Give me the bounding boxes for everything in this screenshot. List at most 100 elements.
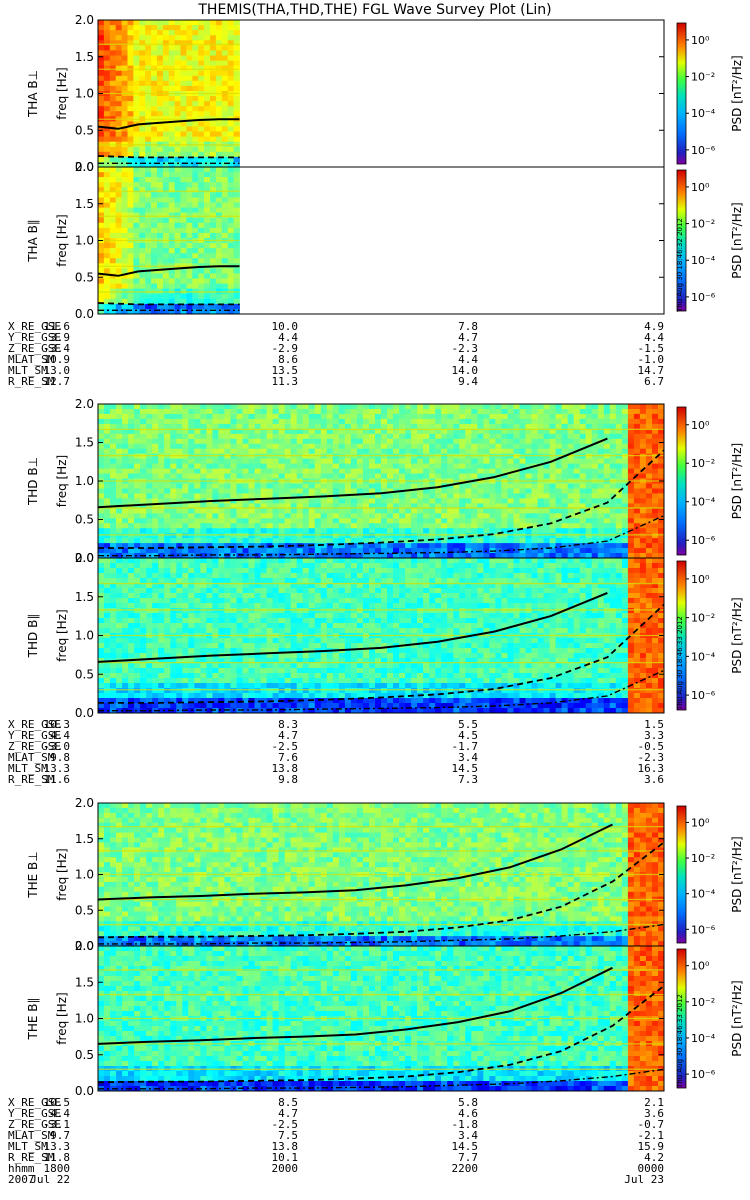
spectrogram-cell <box>140 608 147 614</box>
spectrogram-cell <box>192 131 199 137</box>
spectrogram-cell <box>98 573 105 579</box>
spectrogram-cell <box>435 533 442 539</box>
spectrogram-cell <box>162 151 170 158</box>
spectrogram-cell <box>381 538 388 544</box>
spectrogram-cell <box>332 543 340 549</box>
spectrogram-cell <box>210 136 217 143</box>
spectrogram-cell <box>198 40 205 46</box>
spectrogram-cell <box>200 513 207 519</box>
spectrogram-cell <box>182 663 189 669</box>
spectrogram-cell <box>162 101 170 107</box>
spectrogram-cell <box>122 578 129 584</box>
spectrogram-cell <box>248 498 255 504</box>
spectrogram-cell <box>233 303 240 310</box>
spectrogram-cell <box>519 528 526 534</box>
spectrogram-cell <box>140 528 147 534</box>
spectrogram-cell <box>139 217 146 224</box>
spectrogram-cell <box>164 598 171 604</box>
spectrogram-cell <box>326 488 334 494</box>
spectrogram-cell <box>110 438 117 445</box>
spectrogram-cell <box>233 136 240 143</box>
spectrogram-cell <box>621 458 629 464</box>
spectrogram-cell <box>146 453 153 460</box>
spectrogram-cell <box>164 523 171 529</box>
spectrogram-cell <box>192 161 199 168</box>
spectrogram-cell <box>146 548 153 554</box>
spectrogram-cell <box>627 493 635 499</box>
spectrogram-cell <box>308 498 316 504</box>
spectrogram-cell <box>609 523 617 529</box>
spectrogram-cell <box>453 498 460 504</box>
spectrogram-cell <box>170 503 177 509</box>
spectrogram-cell <box>447 493 454 499</box>
spectrogram-cell <box>133 85 140 92</box>
spectrogram-cell <box>174 161 181 168</box>
spectrogram-cell <box>375 473 382 479</box>
spectrogram-cell <box>227 303 234 310</box>
spectrogram-cell <box>332 404 340 410</box>
spectrogram-cell <box>573 438 581 445</box>
spectrogram-cell <box>236 513 243 519</box>
spectrogram-cell <box>531 413 538 420</box>
spectrogram-cell <box>104 404 111 410</box>
spectrogram-cell <box>204 227 211 234</box>
spectrogram-cell <box>555 488 562 494</box>
spectrogram-cell <box>633 548 641 554</box>
spectrogram-cell <box>182 428 189 435</box>
spectrogram-cell <box>356 433 364 440</box>
spectrogram-cell <box>128 698 135 704</box>
spectrogram-cell <box>230 503 237 509</box>
spectrogram-cell <box>221 131 229 137</box>
spectrogram-cell <box>116 703 123 709</box>
spectrogram-cell <box>151 283 158 290</box>
spectrogram-cell <box>248 483 255 489</box>
spectrogram-cell <box>633 463 641 469</box>
spectrogram-cell <box>411 538 418 544</box>
spectrogram-cell <box>495 513 502 519</box>
spectrogram-cell <box>441 448 448 455</box>
spectrogram-cell <box>320 483 328 489</box>
spectrogram-cell <box>170 608 177 614</box>
spectrogram-cell <box>326 423 334 430</box>
spectrogram-cell <box>140 409 147 415</box>
spectrogram-cell <box>139 298 146 305</box>
spectrogram-cell <box>290 503 298 509</box>
spectrogram-cell <box>192 70 199 77</box>
spectrogram-cell <box>326 518 334 524</box>
spectrogram-cell <box>188 453 195 460</box>
spectrogram-cell <box>254 413 261 420</box>
spectrogram-cell <box>204 207 211 214</box>
spectrogram-cell <box>180 243 187 249</box>
spectrogram-cell <box>290 523 298 529</box>
spectrogram-cell <box>393 483 400 489</box>
spectrogram-cell <box>227 278 234 284</box>
spectrogram-cell <box>182 623 189 629</box>
spectrogram-cell <box>525 553 532 559</box>
spectrogram-cell <box>549 433 556 440</box>
spectrogram-cell <box>140 588 147 594</box>
spectrogram-cell <box>272 528 279 534</box>
spectrogram-cell <box>248 523 255 529</box>
spectrogram-cell <box>192 308 199 315</box>
spectrogram-cell <box>531 528 538 534</box>
spectrogram-cell <box>543 463 550 469</box>
spectrogram-cell <box>192 80 199 87</box>
spectrogram-cell <box>477 438 484 445</box>
spectrogram-cell <box>182 558 189 564</box>
spectrogram-cell <box>652 548 659 554</box>
spectrogram-cell <box>453 413 460 420</box>
spectrogram-cell <box>139 101 146 107</box>
spectrogram-cell <box>290 553 298 559</box>
spectrogram-cell <box>152 563 159 569</box>
spectrogram-cell <box>158 503 165 509</box>
spectrogram-cell <box>164 483 171 489</box>
spectrogram-cell <box>162 106 170 112</box>
spectrogram-cell <box>133 156 140 163</box>
spectrogram-cell <box>531 409 538 415</box>
spectrogram-cell <box>128 673 135 679</box>
spectrogram-cell <box>174 227 181 234</box>
spectrogram-cell <box>658 409 665 415</box>
spectrogram-cell <box>133 182 140 188</box>
spectrogram-cell <box>115 197 122 203</box>
spectrogram-cell <box>615 498 623 504</box>
